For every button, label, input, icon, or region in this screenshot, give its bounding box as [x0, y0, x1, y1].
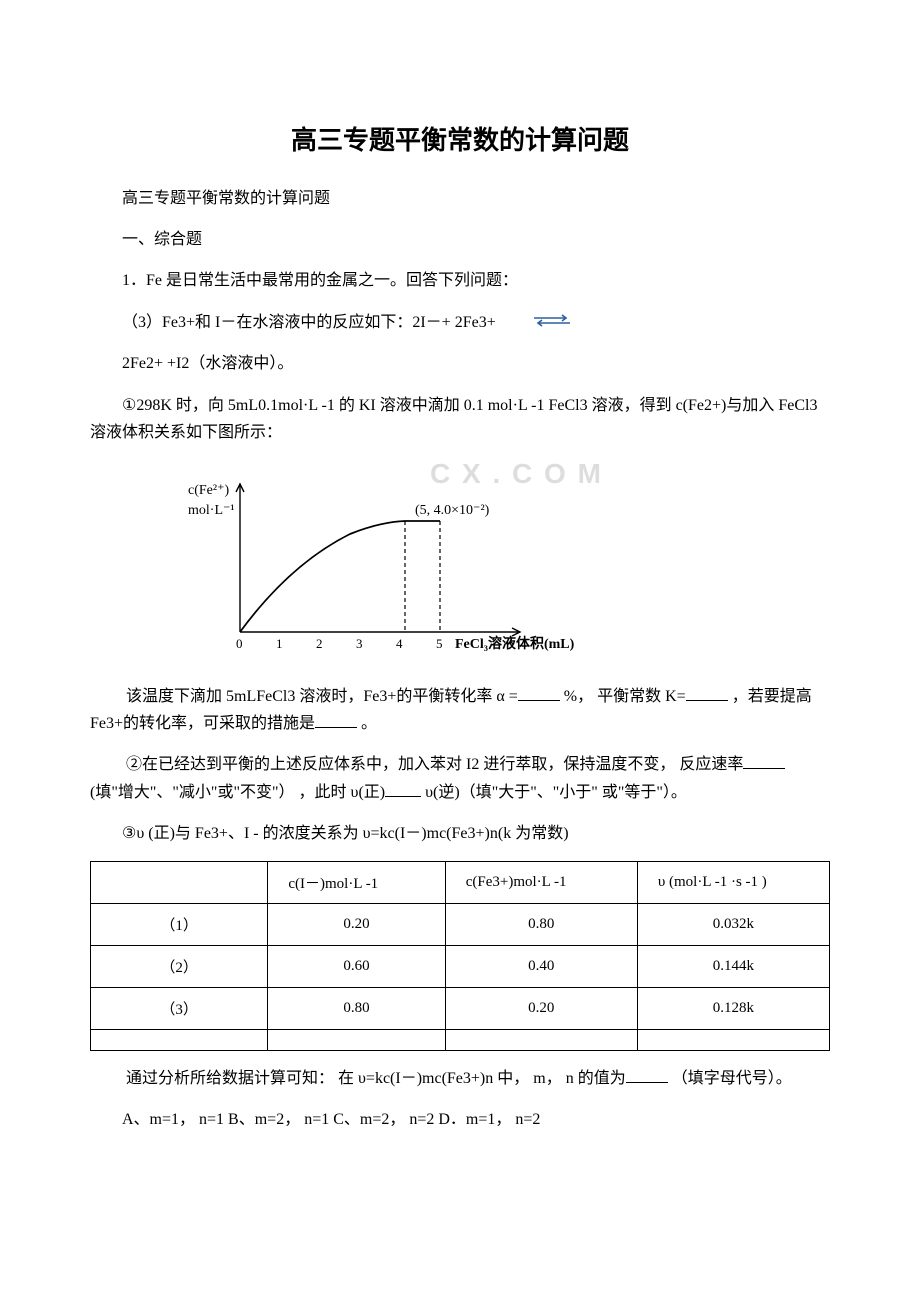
blank-input[interactable] [518, 684, 560, 701]
table-cell: 0.144k [637, 945, 829, 987]
table-cell [637, 1029, 829, 1050]
question-blank-3: 通过分析所给数据计算可知： 在 υ=kc(I－)mc(Fe3+)n 中， m， … [90, 1065, 830, 1092]
chart-xtick-5: 5 [436, 636, 443, 651]
table-cell: 0.032k [637, 903, 829, 945]
table-cell: 0.40 [445, 945, 637, 987]
chart-ylabel-2: mol·L⁻¹ [188, 503, 235, 518]
table-cell: 0.80 [268, 987, 445, 1029]
chart-xtick-0: 0 [236, 636, 243, 651]
table-row: （1） 0.20 0.80 0.032k [91, 903, 830, 945]
text-segment: 。 [361, 715, 377, 732]
table-cell: 0.60 [268, 945, 445, 987]
table-cell [268, 1029, 445, 1050]
question-blank-2: ②在已经达到平衡的上述反应体系中，加入苯对 I2 进行萃取，保持温度不变， 反应… [90, 751, 830, 805]
subtitle: 高三专题平衡常数的计算问题 [90, 185, 830, 212]
table-row [91, 1029, 830, 1050]
table-cell: 0.80 [445, 903, 637, 945]
table-cell: 0.20 [268, 903, 445, 945]
question-part-1: ①298K 时，向 5mL0.1mol·L -1 的 KI 溶液中滴加 0.1 … [90, 392, 830, 446]
blank-input[interactable] [743, 752, 785, 769]
text-segment: 通过分析所给数据计算可知： 在 υ=kc(I－)mc(Fe3+)n 中， m， … [126, 1070, 626, 1087]
reaction-line-1: （3）Fe3+和 I－在水溶液中的反应如下：2I－+ 2Fe3+ [90, 309, 830, 337]
table-cell: 0.128k [637, 987, 829, 1029]
blank-input[interactable] [626, 1066, 668, 1083]
document-page: 高三专题平衡常数的计算问题 高三专题平衡常数的计算问题 一、综合题 1．Fe 是… [0, 0, 920, 1207]
blank-input[interactable] [686, 684, 728, 701]
reaction-text-left: （3）Fe3+和 I－在水溶液中的反应如下：2I－+ 2Fe3+ [122, 314, 496, 331]
equilibrium-arrow-icon [500, 309, 572, 336]
text-segment: （填字母代号）。 [672, 1070, 792, 1087]
page-title: 高三专题平衡常数的计算问题 [90, 120, 830, 157]
chart-point-label: (5, 4.0×10⁻²) [415, 503, 490, 518]
chart-xtick-4: 4 [396, 636, 403, 651]
table-header-cell: c(Fe3+)mol·L -1 [445, 861, 637, 903]
table-cell: 0.20 [445, 987, 637, 1029]
table-row: （3） 0.80 0.20 0.128k [91, 987, 830, 1029]
blank-input[interactable] [385, 780, 421, 797]
section-heading: 一、综合题 [90, 226, 830, 253]
chart-xtick-2: 2 [316, 636, 323, 651]
table-row: （2） 0.60 0.40 0.144k [91, 945, 830, 987]
table-cell [91, 1029, 268, 1050]
chart-xtick-1: 1 [276, 636, 283, 651]
reaction-line-2: 2Fe2+ +I2（水溶液中）。 [90, 350, 830, 377]
table-cell: （3） [91, 987, 268, 1029]
text-segment: 该温度下滴加 5mLFeCl3 溶液时，Fe3+的平衡转化率 α = [126, 688, 518, 705]
table-cell: （1） [91, 903, 268, 945]
table-row: c(I－)mol·L -1 c(Fe3+)mol·L -1 υ (mol·L -… [91, 861, 830, 903]
text-segment: (填"增大"、"减小"或"不变"） ，此时 υ(正) [90, 784, 385, 801]
table-header-cell: υ (mol·L -1 ·s -1 ) [637, 861, 829, 903]
text-segment: υ(逆)（填"大于"、"小于" 或"等于"）。 [425, 784, 687, 801]
blank-input[interactable] [315, 711, 357, 728]
question-blank-1: 该温度下滴加 5mLFeCl3 溶液时，Fe3+的平衡转化率 α = %， 平衡… [90, 683, 830, 737]
question-1-intro: 1．Fe 是日常生活中最常用的金属之一。回答下列问题： [90, 267, 830, 294]
chart-xlabel: FeCl₃溶液体积(mL) [455, 635, 575, 652]
data-table: c(I－)mol·L -1 c(Fe3+)mol·L -1 υ (mol·L -… [90, 861, 830, 1051]
question-part-3: ③υ (正)与 Fe3+、I - 的浓度关系为 υ=kc(I－)mc(Fe3+)… [90, 820, 830, 847]
table-header-cell [91, 861, 268, 903]
text-segment: %， 平衡常数 K= [564, 688, 686, 705]
answer-options: A、m=1， n=1 B、m=2， n=1 C、m=2， n=2 D．m=1， … [90, 1106, 830, 1133]
table-cell [445, 1029, 637, 1050]
concentration-chart: c(Fe²⁺) mol·L⁻¹ (5, 4.0×10⁻²) 0 1 2 3 4 … [180, 464, 830, 669]
table-cell: （2） [91, 945, 268, 987]
chart-ylabel-1: c(Fe²⁺) [188, 483, 229, 498]
chart-xtick-3: 3 [356, 636, 363, 651]
table-header-cell: c(I－)mol·L -1 [268, 861, 445, 903]
chart-curve [240, 521, 440, 632]
text-segment: ②在已经达到平衡的上述反应体系中，加入苯对 I2 进行萃取，保持温度不变， 反应… [126, 756, 743, 773]
